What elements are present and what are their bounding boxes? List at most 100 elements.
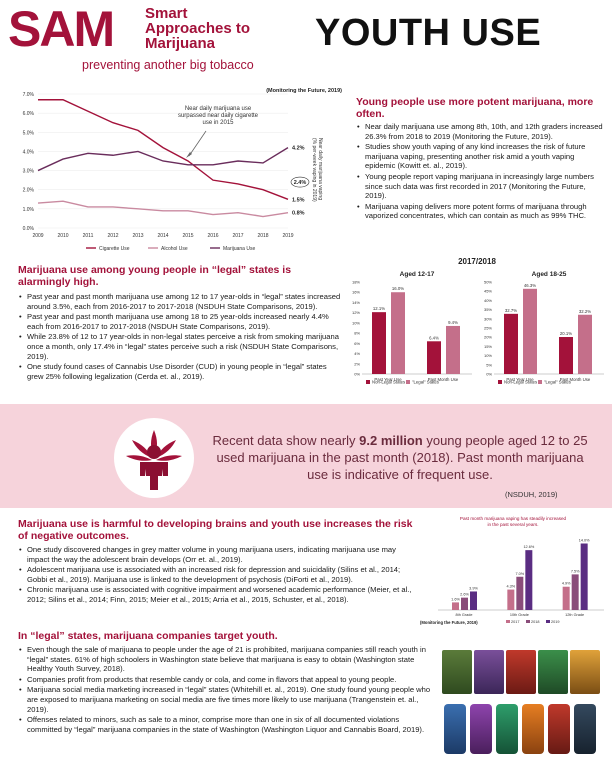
section-heading: Marijuana use among young people in “leg…: [18, 264, 292, 288]
y-tick-label: 5%: [486, 362, 492, 367]
data-label: 32.2%: [579, 309, 591, 314]
legend-swatch: [366, 380, 370, 384]
panel-title: Aged 12-17: [400, 271, 435, 278]
data-label: 32.7%: [505, 308, 517, 313]
y-tick-label: 10%: [484, 353, 492, 358]
y-axis-label: Near daily marijuana vaping(% per-week v…: [311, 138, 323, 202]
banner-highlight: 9.2 million: [359, 433, 423, 448]
bullet-item: One study discovered changes in grey mat…: [18, 545, 413, 564]
logo-line-3: Marijuana: [145, 35, 216, 52]
x-tick-label: 2018: [257, 233, 268, 239]
x-tick-label: 2015: [182, 233, 193, 239]
section-brain-harm: Marijuana use is harmful to developing b…: [18, 518, 413, 606]
bar: [470, 591, 477, 610]
y-tick-label: 4.0%: [23, 149, 35, 155]
legend-swatch: [506, 620, 510, 623]
bar: [525, 550, 533, 610]
section-heading: Young people use more potent marijuana, …: [356, 96, 594, 120]
stat-banner: [0, 404, 612, 508]
cola-can-image: [444, 704, 466, 754]
data-label: 16.0%: [392, 286, 404, 291]
data-label: 20.1%: [560, 331, 572, 336]
bar: [391, 292, 405, 374]
y-tick-label: 18%: [352, 280, 360, 285]
data-label: 6.4%: [429, 335, 439, 340]
data-label: 2.6%: [460, 593, 469, 597]
legend-swatch: [538, 380, 542, 384]
bar: [523, 288, 537, 374]
series-line-marijuana-use: [37, 147, 289, 172]
x-tick-label: Past Month Use: [428, 377, 459, 382]
candy-package-image: [538, 650, 568, 694]
x-tick-label: 2009: [32, 233, 43, 239]
bullet-item: Marijuana vaping delivers more potent fo…: [356, 202, 606, 221]
y-tick-label: 7.0%: [23, 92, 35, 98]
y-tick-label: 35%: [484, 307, 492, 312]
x-tick-label: Past Year Use: [506, 377, 534, 382]
legend-label: Non-Legal States: [504, 380, 537, 385]
legend-label: 2017: [511, 620, 519, 624]
bar: [580, 543, 588, 610]
cola-can-image: [574, 704, 596, 754]
y-tick-label: 0%: [486, 372, 492, 377]
x-tick-label: 2011: [83, 233, 94, 239]
chart-title: in the past several years.: [487, 522, 538, 527]
data-label: 1.6%: [451, 597, 460, 601]
x-tick-label: 2013: [132, 233, 143, 239]
candy-package-image: [474, 650, 504, 694]
data-label: 14.0%: [579, 539, 590, 543]
logo-words: Smart Approaches to Marijuana: [145, 6, 250, 51]
section-heading: In “legal” states, marijuana companies t…: [18, 630, 278, 642]
bullet-item: Even though the sale of marijuana to peo…: [18, 645, 433, 674]
series-line-cigarette-use: [38, 99, 289, 200]
legend-label: 2018: [531, 620, 539, 624]
y-tick-label: 3.0%: [23, 169, 35, 175]
banner-source: (NSDUH, 2019): [505, 490, 558, 499]
bar: [427, 341, 441, 374]
candy-package-image: [442, 650, 472, 694]
candy-package-image: [570, 650, 600, 694]
chart-title: Past month marijuana vaping has steadily…: [460, 516, 567, 521]
bullet-item: While 23.8% of 12 to 17 year-olds in non…: [18, 332, 343, 361]
x-tick-label: Past Year Use: [374, 377, 402, 382]
chart-source: (Monitoring the Future, 2019): [266, 88, 342, 94]
legend-label: 2019: [551, 620, 559, 624]
x-tick-label: Past Month Use: [560, 377, 591, 382]
bar: [504, 313, 518, 374]
y-tick-label: 5.0%: [23, 130, 35, 136]
legend-label: Alcohol Use: [161, 246, 188, 252]
y-tick-label: 4%: [354, 351, 360, 356]
section-target-youth: In “legal” states, marijuana companies t…: [18, 630, 433, 735]
bullet-item: Young people report vaping marijuana in …: [356, 172, 606, 201]
legend-swatch: [498, 380, 502, 384]
legend-label: Marijuana Use: [223, 246, 255, 252]
annotation-arrow: [188, 130, 207, 157]
bullet-item: Past year and past month marijuana use a…: [18, 312, 343, 331]
cola-can-image: [548, 704, 570, 754]
bullet-item: Adolescent marijuana use is associated w…: [18, 565, 413, 584]
data-label: 12.6%: [523, 545, 534, 549]
cola-can-image: [522, 704, 544, 754]
y-tick-label: 15%: [484, 344, 492, 349]
page-title: YOUTH USE: [315, 12, 542, 54]
banner-text-part: young people aged 12 to 25 used marijuan…: [216, 433, 588, 482]
legend-label: Cigarette Use: [99, 246, 130, 252]
y-tick-label: 6.0%: [23, 111, 35, 117]
bullet-item: Chronic marijuana use is associated with…: [18, 585, 413, 604]
legend-label: "Legal" States: [412, 380, 439, 385]
x-tick-label: 2014: [157, 233, 168, 239]
bar: [559, 337, 573, 374]
y-tick-label: 45%: [484, 289, 492, 294]
legend-swatch: [406, 380, 410, 384]
value-label: 0.8%: [292, 211, 305, 217]
y-tick-label: 0%: [354, 372, 360, 377]
bullet-list: Even though the sale of marijuana to peo…: [18, 645, 433, 734]
data-label: 4.9%: [562, 582, 571, 586]
bullet-item: One study found cases of Cannabis Use Di…: [18, 362, 343, 381]
bullet-item: Past year and past month marijuana use a…: [18, 292, 343, 311]
bullet-list: One study discovered changes in grey mat…: [18, 545, 413, 605]
data-label: 7.0%: [516, 572, 525, 576]
bar: [516, 576, 524, 610]
y-tick-label: 30%: [484, 316, 492, 321]
y-tick-label: 50%: [484, 280, 492, 285]
